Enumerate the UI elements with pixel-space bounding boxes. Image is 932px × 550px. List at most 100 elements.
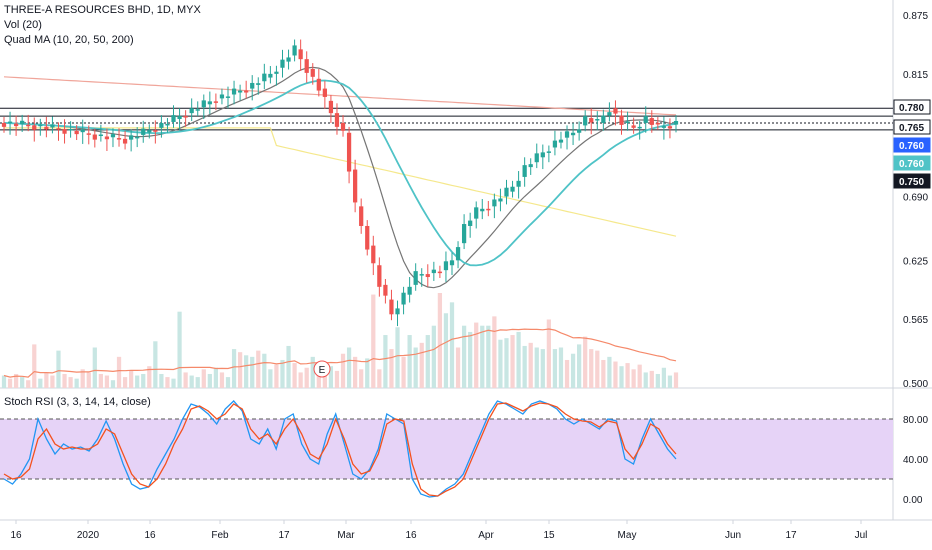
volume-bar bbox=[274, 364, 279, 388]
volume-bar bbox=[32, 344, 37, 388]
volume-bar bbox=[419, 342, 424, 388]
candle-body bbox=[13, 123, 19, 127]
candle-body bbox=[68, 129, 73, 131]
candle-body bbox=[286, 57, 291, 62]
price-level-badge bbox=[893, 137, 931, 153]
candle-body bbox=[401, 292, 406, 305]
volume-indicator-label[interactable]: Vol (20) bbox=[4, 19, 42, 31]
earnings-event-marker[interactable]: E bbox=[313, 360, 331, 378]
price-tick-label: 0.565 bbox=[903, 315, 928, 326]
candle-body bbox=[310, 68, 315, 77]
volume-bar bbox=[1, 375, 7, 388]
volume-bar bbox=[104, 375, 110, 388]
volume-bar bbox=[607, 356, 612, 388]
volume-bar bbox=[655, 373, 660, 388]
candle-body bbox=[207, 101, 212, 105]
candle-body bbox=[540, 152, 545, 158]
price-tick-label: 0.875 bbox=[903, 11, 928, 22]
candle-body bbox=[595, 119, 600, 121]
candle-body bbox=[328, 100, 334, 114]
main-legend: THREE-A RESOURCES BHD, 1D, MYX Vol (20) … bbox=[4, 3, 201, 48]
volume-bar bbox=[334, 370, 340, 388]
volume-bar bbox=[147, 366, 152, 388]
volume-bar bbox=[122, 377, 128, 388]
candle-body bbox=[1, 122, 7, 127]
volume-bar bbox=[619, 366, 624, 388]
time-tick-label: 17 bbox=[785, 530, 797, 541]
volume-bar bbox=[468, 331, 473, 388]
time-axis[interactable]: 16 2020 16 Feb 17 Mar 16 Apr 15 May Jun 17 Jul bbox=[10, 520, 867, 541]
candle-body bbox=[147, 130, 152, 133]
volume-bar bbox=[225, 377, 231, 388]
volume-bar bbox=[595, 350, 600, 388]
price-level-badge-label: 0.760 bbox=[899, 141, 924, 152]
volume-bar bbox=[280, 359, 285, 388]
volume-bar bbox=[219, 372, 225, 388]
volume-bar bbox=[316, 375, 321, 388]
volume-bar bbox=[250, 356, 255, 388]
price-axis[interactable]: 0.875 0.815 0.690 0.625 0.565 0.500 0.780 0.765… bbox=[893, 11, 931, 506]
candle-body bbox=[534, 153, 539, 163]
candle-body bbox=[359, 206, 364, 226]
candle-body bbox=[637, 126, 642, 129]
price-tick-label: 0.625 bbox=[903, 256, 928, 267]
candle-body bbox=[661, 126, 667, 128]
event-marker-circle bbox=[313, 360, 331, 378]
volume-bar bbox=[546, 319, 551, 388]
candle-body bbox=[122, 138, 128, 144]
candle-body bbox=[189, 108, 194, 114]
event-marker-label: E bbox=[319, 365, 326, 376]
volume-bar bbox=[643, 372, 648, 388]
candle-body bbox=[619, 115, 624, 125]
volume-bar bbox=[237, 352, 243, 388]
rsi-tick-label: 40.00 bbox=[903, 455, 928, 466]
symbol-title[interactable]: THREE-A RESOURCES BHD, 1D, MYX bbox=[4, 4, 201, 16]
candle-body bbox=[504, 187, 509, 197]
candle-body bbox=[649, 118, 654, 125]
candlesticks bbox=[1, 39, 679, 327]
price-level-badge-label: 0.750 bbox=[899, 177, 924, 188]
time-tick-label: 2020 bbox=[77, 530, 100, 541]
volume-bar bbox=[268, 369, 273, 388]
stoch-rsi-label[interactable]: Stoch RSI (3, 3, 14, 14, close) bbox=[4, 396, 151, 408]
candle-body bbox=[74, 130, 79, 135]
volume-bar bbox=[213, 367, 219, 388]
volume-bar bbox=[377, 369, 382, 388]
volume-bar bbox=[601, 359, 606, 388]
ma200-line bbox=[3, 76, 677, 116]
volume-bar bbox=[98, 373, 103, 388]
volume-bar bbox=[558, 347, 564, 388]
candle-body bbox=[26, 124, 31, 127]
volume-bar bbox=[492, 316, 497, 388]
candle-body bbox=[92, 134, 97, 140]
volume-bar bbox=[486, 325, 491, 388]
volume-bar bbox=[129, 370, 134, 388]
price-tick-label: 0.500 bbox=[903, 379, 928, 390]
volume-bar bbox=[528, 342, 533, 388]
volume-bar bbox=[298, 372, 303, 388]
candle-body bbox=[437, 271, 443, 274]
price-level-badge bbox=[893, 99, 931, 115]
quad-ma-indicator-label[interactable]: Quad MA (10, 20, 50, 200) bbox=[4, 34, 134, 46]
candle-body bbox=[262, 73, 267, 82]
candle-body bbox=[474, 207, 479, 219]
candle-body bbox=[643, 116, 648, 123]
price-level-badge bbox=[893, 173, 931, 189]
rsi-tick-label: 0.00 bbox=[903, 495, 923, 506]
candle-body bbox=[498, 198, 503, 202]
volume-bar bbox=[353, 356, 358, 388]
volume-bar bbox=[359, 369, 364, 388]
candle-body bbox=[20, 120, 25, 125]
candle-body bbox=[98, 134, 103, 137]
volume-bar bbox=[583, 336, 588, 388]
volume-bar bbox=[395, 327, 400, 388]
volume-bar bbox=[50, 375, 55, 388]
candle-body bbox=[256, 83, 261, 85]
volume-bar bbox=[13, 373, 19, 388]
volume-bar bbox=[346, 347, 352, 388]
time-tick-label: Feb bbox=[211, 530, 229, 541]
candle-body bbox=[129, 135, 134, 140]
time-tick-label: Mar bbox=[337, 530, 355, 541]
candle-body bbox=[480, 208, 485, 212]
